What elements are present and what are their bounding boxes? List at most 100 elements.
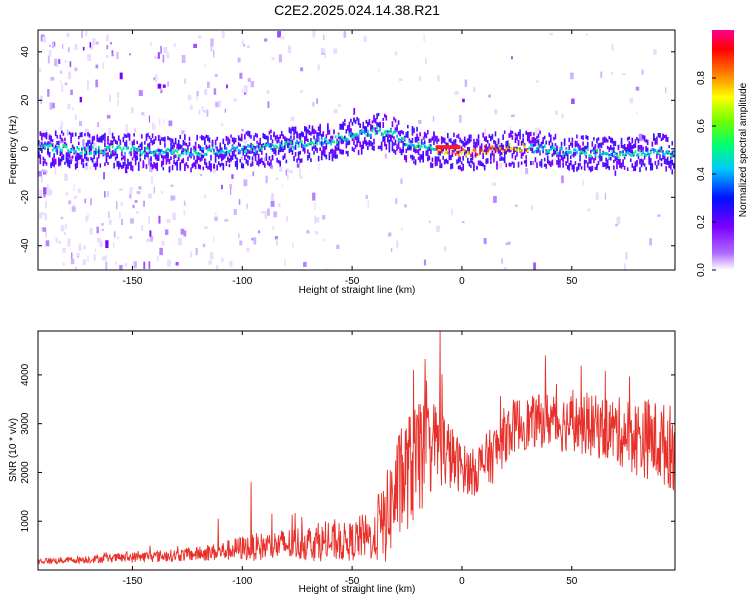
spectrogram-core-cell [591, 148, 594, 152]
spectrogram-band-cell [154, 136, 157, 141]
spectrogram-band-cell [640, 144, 643, 150]
spectrogram-band-cell [463, 151, 466, 156]
spectrogram-band-cell [356, 140, 358, 147]
spectrogram-band-cell [245, 146, 248, 150]
spectrogram-core-cell [313, 143, 316, 147]
spectrogram-core-cell [371, 129, 374, 133]
spectrogram-band-cell [536, 162, 538, 169]
spectrogram-band-cell [646, 147, 649, 152]
spectrogram-core-cell [494, 146, 497, 150]
spectrogram-band-cell [393, 136, 395, 140]
spectrogram-core-cell [370, 133, 372, 137]
spectrogram-band-cell [474, 153, 477, 158]
spectrogram-band-cell [428, 146, 431, 151]
spectrogram-noise-cell [60, 121, 63, 129]
spectrogram-band-cell [582, 141, 584, 146]
spectrogram-noise-cell [134, 128, 136, 132]
spectrogram-core-cell [565, 147, 568, 151]
spectrogram-noise-cell [50, 76, 55, 81]
spectrogram-noise-cell [157, 52, 160, 59]
spectrogram-band-cell [436, 140, 438, 144]
spectrogram-band-cell [125, 140, 128, 146]
spectrogram-band-cell [656, 141, 658, 145]
spectrogram-band-cell [294, 130, 297, 134]
spectrogram-core-cell [39, 146, 42, 150]
spectrogram-noise-cell [210, 38, 214, 47]
spectrogram-noise-cell [161, 240, 165, 246]
spectrogram-band-cell [211, 142, 214, 147]
spectrogram-noise-cell [214, 73, 218, 77]
spectrogram-band-cell [51, 143, 54, 147]
spectrogram-core-cell [345, 137, 348, 141]
spectrogram-band-cell [405, 132, 408, 138]
spectrogram-core-cell [127, 146, 129, 150]
spectrogram-band-cell [419, 132, 421, 137]
spectrogram-noise-cell [243, 140, 248, 144]
spectrogram-band-cell [388, 139, 391, 146]
spectrogram-x-tick-label: 0 [459, 276, 465, 287]
spectrogram-band-cell [87, 157, 89, 162]
spectrogram-band-cell [417, 142, 420, 148]
spectrogram-band-cell [168, 166, 171, 173]
spectrogram-band-cell [316, 147, 318, 153]
spectrogram-noise-cell [44, 213, 48, 221]
spectrogram-band-cell [119, 140, 122, 146]
spectrogram-band-cell [468, 137, 471, 144]
spectrogram-noise-cell [149, 235, 154, 242]
spectrogram-band-cell [200, 134, 203, 141]
spectrogram-band-cell [476, 165, 478, 170]
spectrogram-band-cell [485, 144, 488, 149]
spectrogram-peak-cell [442, 145, 445, 150]
spectrogram-band-cell [259, 141, 262, 146]
spectrogram-noise-cell [92, 38, 96, 46]
spectrogram-core-cell [646, 151, 649, 155]
spectrogram-noise-cell [75, 267, 77, 270]
spectrogram-core-cell [357, 134, 360, 138]
spectrogram-band-cell [247, 155, 249, 159]
spectrogram-band-cell [425, 150, 428, 154]
spectrogram-core-cell [319, 141, 322, 145]
spectrogram-core-cell [156, 149, 159, 153]
spectrogram-band-cell [39, 131, 42, 136]
spectrogram-band-cell [323, 137, 326, 144]
spectrogram-core-cell [588, 154, 591, 158]
spectrogram-core-cell [211, 146, 214, 150]
spectrogram-band-cell [436, 156, 438, 161]
spectrogram-noise-cell [124, 262, 128, 267]
spectrogram-core-cell [490, 146, 492, 150]
spectrogram-band-cell [348, 130, 351, 137]
spectrogram-band-cell [405, 156, 408, 163]
spectrogram-band-cell [380, 145, 383, 151]
spectrogram-noise-cell [134, 200, 138, 203]
spectrogram-band-cell [150, 162, 152, 167]
spectrogram-core-cell [62, 143, 65, 147]
spectrogram-band-cell [127, 163, 129, 168]
spectrogram-band-cell [307, 138, 309, 143]
spectrogram-band-cell [277, 159, 280, 164]
spectrogram-band-cell [365, 119, 368, 124]
spectrogram-band-cell [445, 159, 448, 164]
spectrogram-band-cell [416, 133, 418, 140]
spectrogram-noise-cell [231, 174, 234, 179]
spectrogram-core-cell [41, 145, 43, 149]
spectrogram-core-cell [328, 140, 331, 144]
spectrogram-band-cell [93, 150, 95, 154]
spectrogram-noise-cell [67, 238, 71, 247]
spectrogram-band-cell [576, 166, 578, 172]
spectrogram-band-cell [242, 163, 245, 169]
spectrogram-band-cell [330, 139, 332, 144]
spectrogram-noise-cell [278, 54, 283, 63]
spectrogram-band-cell [350, 133, 352, 138]
spectrogram-band-cell [340, 136, 343, 142]
spectrogram-band-cell [663, 155, 666, 159]
colorbar-tick-label: 0.4 [696, 167, 707, 181]
spectrogram-band-cell [71, 132, 74, 137]
spectrogram-band-cell [663, 134, 666, 139]
spectrogram-core-cell [59, 148, 62, 152]
spectrogram-band-cell [533, 137, 535, 144]
spectrogram-band-cell [534, 138, 537, 143]
spectrogram-band-cell [331, 153, 334, 159]
spectrogram-noise-cell [166, 52, 170, 59]
spectrogram-noise-cell [333, 48, 338, 54]
spectrogram-core-cell [562, 153, 565, 157]
